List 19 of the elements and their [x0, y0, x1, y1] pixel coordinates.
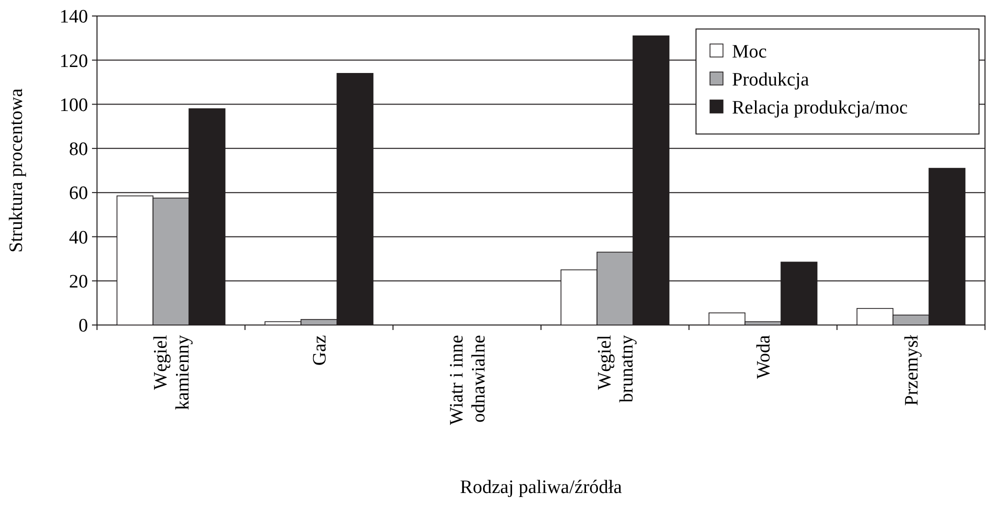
y-tick-label: 40 [69, 227, 88, 248]
x-tick-label: Woda [754, 334, 775, 379]
y-tick-label: 60 [69, 183, 88, 204]
y-tick-label: 0 [78, 316, 88, 337]
x-tick-label: Węgiel brunatny [594, 334, 638, 403]
x-tick-label: Wiatr i inne odnawialne [446, 335, 490, 425]
legend-label: Relacja produkcja/moc [732, 98, 908, 119]
legend-label: Moc [732, 42, 767, 63]
y-tick-label: 140 [60, 6, 88, 28]
y-tick-label: 100 [60, 94, 88, 116]
y-tick-label: 20 [69, 272, 88, 293]
legend-label: Produkcja [732, 70, 810, 91]
y-axis-title: Struktura procentowa [6, 88, 27, 253]
x-tick-label: Przemysł [902, 334, 923, 406]
y-tick-label: 120 [60, 50, 88, 72]
x-tick-label: Gaz [310, 335, 331, 366]
x-axis-title: Rodzaj paliwa/źródła [460, 477, 623, 498]
y-tick-label: 80 [69, 139, 88, 160]
x-tick-label: Węgiel kamienny [150, 334, 194, 410]
